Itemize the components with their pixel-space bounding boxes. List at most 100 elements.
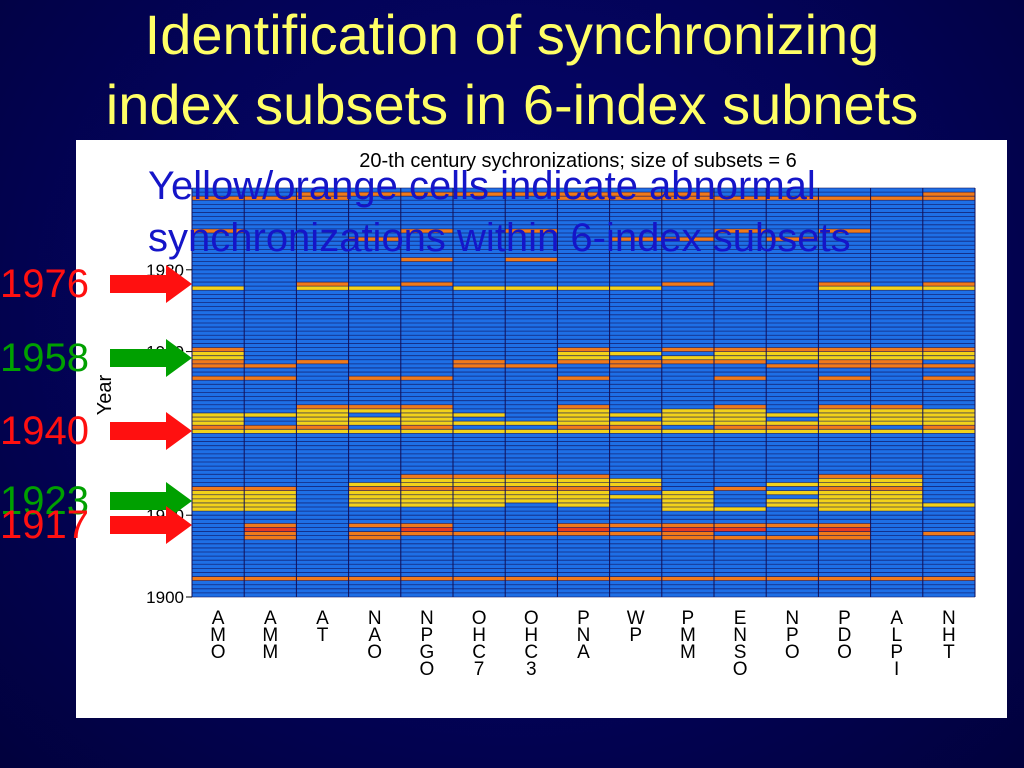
x-column-label: W [627, 608, 645, 629]
heatmap-cell [400, 474, 453, 479]
heatmap-cell [922, 408, 975, 413]
heatmap-cell [244, 527, 297, 532]
heatmap-cell [192, 196, 245, 201]
heatmap-cell [348, 576, 401, 581]
heatmap-cell [557, 478, 610, 483]
heatmap-cell [244, 502, 297, 508]
x-column-label: N [733, 625, 747, 646]
marker-year-suffix: 6 [66, 262, 89, 307]
heatmap-cell [192, 429, 245, 434]
heatmap-cell [766, 196, 819, 201]
figure-panel: 20-th century sychronizations; size of s… [76, 140, 1007, 718]
heatmap-cell [818, 527, 871, 532]
x-column-label: N [942, 608, 956, 629]
x-column-label: E [734, 608, 747, 629]
heatmap-cell [557, 502, 610, 508]
heatmap-cell [870, 196, 923, 201]
heatmap-cell [870, 359, 923, 364]
heatmap-cell [818, 355, 871, 360]
heatmap-cell [453, 486, 506, 491]
heatmap-cell [870, 404, 923, 409]
heatmap-cell [348, 408, 401, 413]
heatmap-cell [661, 359, 714, 364]
heatmap-cell [400, 421, 453, 426]
heatmap-cell [870, 347, 923, 352]
heatmap-cell [818, 417, 871, 422]
heatmap-cell [922, 576, 975, 581]
x-column-label: N [785, 608, 799, 629]
heatmap-cell [661, 429, 714, 434]
heatmap-cell [609, 351, 662, 356]
heatmap-cell [348, 417, 401, 422]
x-column-label: A [212, 608, 225, 629]
heatmap-cell [870, 355, 923, 360]
x-column-label: O [367, 642, 382, 663]
heatmap-cell [192, 228, 245, 233]
heatmap-cell [557, 490, 610, 495]
y-axis-label: Year [94, 374, 116, 415]
heatmap-cell [192, 498, 245, 503]
heatmap-cell [505, 576, 558, 581]
heatmap-cell [453, 429, 506, 434]
heatmap-cell [818, 408, 871, 413]
x-column-label: I [894, 659, 899, 680]
x-column-label: A [316, 608, 329, 629]
x-column-label: D [838, 625, 852, 646]
heatmap-cell [296, 421, 349, 426]
heatmap-cell [453, 498, 506, 503]
heatmap-cell [766, 576, 819, 581]
heatmap-cell [192, 376, 245, 381]
heatmap-cell [296, 412, 349, 418]
heatmap-cell [922, 417, 975, 422]
heatmap-cell [609, 363, 662, 368]
heatmap-cell [505, 257, 558, 262]
heatmap-cell [296, 576, 349, 581]
heatmap-cell [661, 494, 714, 499]
heatmap-cell [192, 421, 245, 426]
year-marker: 1940 [0, 411, 200, 451]
heatmap-cell [557, 376, 610, 381]
x-column-label: O [420, 659, 435, 680]
year-marker: 1976 [0, 264, 200, 304]
heatmap-cell [192, 417, 245, 422]
right-arrow-icon [110, 412, 192, 451]
heatmap-cell [661, 192, 714, 197]
heatmap-cell [922, 412, 975, 418]
x-column-label: L [891, 625, 902, 646]
x-column-label: N [577, 625, 591, 646]
heatmap-cell [244, 576, 297, 581]
heatmap-cell [400, 498, 453, 503]
heatmap-cell [557, 404, 610, 409]
heatmap-cell [714, 355, 767, 360]
heatmap-cell [453, 490, 506, 495]
heatmap-cell [870, 576, 923, 581]
arrow-shape [110, 506, 192, 545]
heatmap-cell [661, 421, 714, 426]
heatmap-cell [244, 494, 297, 499]
heatmap-cell [557, 196, 610, 201]
heatmap-cell [244, 490, 297, 495]
heatmap-cell [766, 347, 819, 352]
heatmap-cell [818, 376, 871, 381]
heatmap-cell [714, 359, 767, 364]
x-column-label: H [472, 625, 486, 646]
heatmap-cell [400, 376, 453, 381]
heatmap-cell [870, 486, 923, 491]
marker-year-suffix: 0 [66, 409, 89, 454]
x-column-label: A [577, 642, 590, 663]
heatmap-cell [400, 282, 453, 287]
heatmap-cell [296, 417, 349, 422]
x-column-label: N [368, 608, 382, 629]
heatmap-cell [818, 535, 871, 540]
heatmap-cell [505, 494, 558, 499]
heatmap-cell [557, 412, 610, 418]
heatmap-cell [766, 490, 819, 495]
heatmap-cell [818, 359, 871, 364]
heatmap-cell [400, 192, 453, 197]
x-column-label: O [733, 659, 748, 680]
heatmap-cell [870, 494, 923, 499]
heatmap-cell [661, 502, 714, 508]
heatmap-cell [818, 351, 871, 356]
marker-year-label: 1923 [0, 481, 89, 521]
heatmap-cell [348, 237, 401, 242]
